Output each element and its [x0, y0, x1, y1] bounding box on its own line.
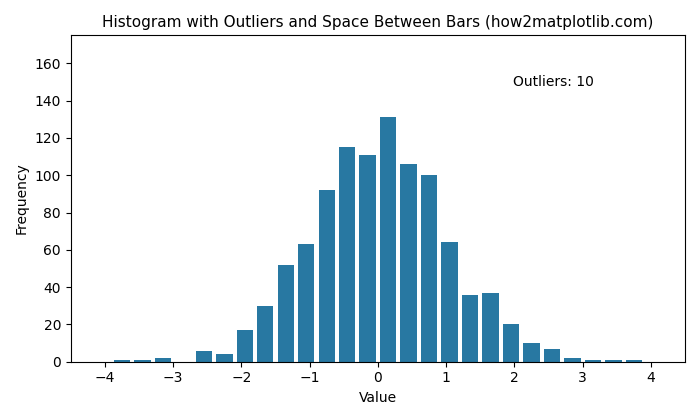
Bar — [584, 360, 601, 362]
Bar — [462, 294, 478, 362]
Bar — [421, 175, 438, 362]
Bar — [134, 360, 150, 362]
Bar — [442, 242, 458, 362]
Bar — [155, 358, 171, 362]
Bar — [196, 351, 212, 362]
Title: Histogram with Outliers and Space Between Bars (how2matplotlib.com): Histogram with Outliers and Space Betwee… — [102, 15, 654, 30]
Bar — [339, 147, 356, 362]
Bar — [544, 349, 560, 362]
Bar — [400, 164, 416, 362]
Bar — [278, 265, 294, 362]
Bar — [482, 293, 498, 362]
Bar — [564, 358, 580, 362]
Bar — [503, 324, 519, 362]
Bar — [257, 306, 274, 362]
X-axis label: Value: Value — [359, 391, 397, 405]
Y-axis label: Frequency: Frequency — [15, 163, 29, 234]
Bar — [237, 330, 253, 362]
Bar — [216, 354, 232, 362]
Text: Outliers: 10: Outliers: 10 — [513, 74, 594, 89]
Bar — [524, 343, 540, 362]
Bar — [114, 360, 130, 362]
Bar — [626, 360, 642, 362]
Bar — [298, 244, 314, 362]
Bar — [318, 190, 335, 362]
Bar — [380, 118, 396, 362]
Bar — [606, 360, 622, 362]
Bar — [360, 155, 376, 362]
